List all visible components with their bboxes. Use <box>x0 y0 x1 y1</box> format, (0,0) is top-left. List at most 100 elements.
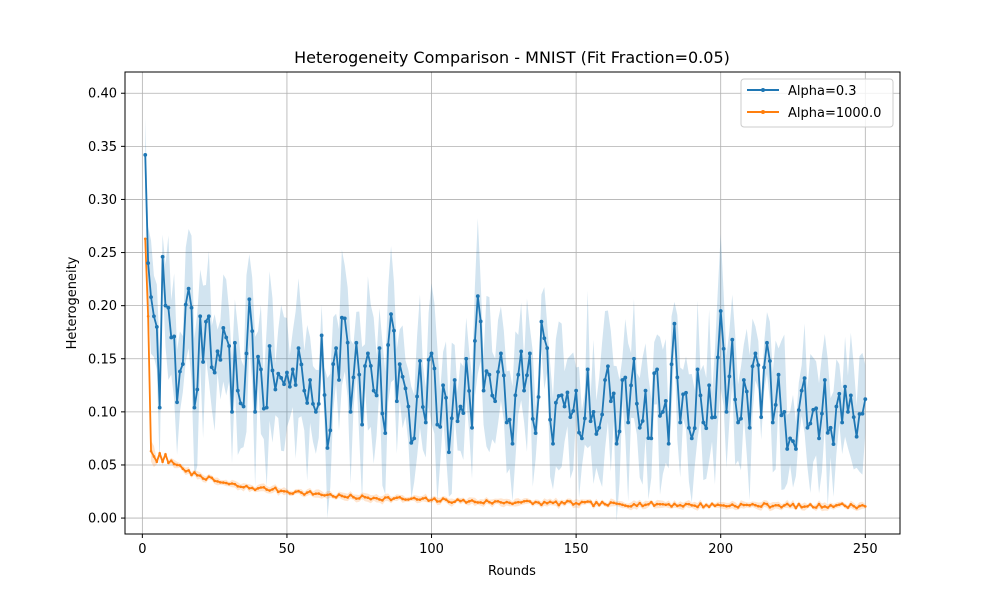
point-alpha-0-3 <box>386 343 391 347</box>
point-alpha-1000 <box>369 497 373 501</box>
point-alpha-0-3 <box>380 411 385 416</box>
point-alpha-1000 <box>499 501 503 504</box>
point-alpha-1000 <box>531 502 535 506</box>
point-alpha-1000 <box>250 486 254 490</box>
point-alpha-0-3 <box>614 441 619 446</box>
point-alpha-1000 <box>346 496 349 499</box>
point-alpha-1000 <box>464 501 468 504</box>
point-alpha-1000 <box>430 498 433 502</box>
point-alpha-0-3 <box>825 430 830 435</box>
point-alpha-1000 <box>673 502 676 506</box>
point-alpha-0-3 <box>467 389 472 393</box>
point-alpha-1000 <box>222 481 225 484</box>
point-alpha-0-3 <box>279 375 284 380</box>
point-alpha-1000 <box>817 502 821 506</box>
point-alpha-1000 <box>797 502 801 506</box>
point-alpha-1000 <box>331 495 335 498</box>
point-alpha-1000 <box>780 506 783 509</box>
point-alpha-1000 <box>314 492 318 495</box>
point-alpha-1000 <box>803 505 806 508</box>
point-alpha-0-3 <box>828 425 833 430</box>
point-alpha-1000 <box>329 493 332 496</box>
point-alpha-1000 <box>742 503 746 507</box>
point-alpha-0-3 <box>232 340 237 345</box>
point-alpha-0-3 <box>689 436 694 441</box>
point-alpha-0-3 <box>204 319 208 324</box>
y-tick-label: 0.05 <box>88 458 117 473</box>
point-alpha-0-3 <box>854 434 859 439</box>
point-alpha-0-3 <box>837 391 842 396</box>
point-alpha-0-3 <box>669 362 674 367</box>
point-alpha-0-3 <box>441 383 445 388</box>
point-alpha-0-3 <box>739 416 743 421</box>
point-alpha-1000 <box>274 486 277 490</box>
point-alpha-0-3 <box>342 316 347 321</box>
point-alpha-0-3 <box>843 384 847 389</box>
y-tick-label: 0.00 <box>88 512 117 527</box>
point-alpha-1000 <box>592 504 595 508</box>
point-alpha-0-3 <box>423 420 428 425</box>
point-alpha-0-3 <box>525 373 529 378</box>
point-alpha-1000 <box>184 470 188 473</box>
point-alpha-0-3 <box>270 368 275 373</box>
point-alpha-1000 <box>629 505 633 508</box>
point-alpha-0-3 <box>568 415 573 420</box>
point-alpha-1000 <box>597 503 601 507</box>
point-alpha-1000 <box>664 503 668 507</box>
y-tick-label: 0.10 <box>88 405 117 420</box>
point-alpha-0-3 <box>371 388 376 393</box>
point-alpha-0-3 <box>551 441 555 446</box>
point-alpha-1000 <box>198 474 202 477</box>
point-alpha-1000 <box>641 504 644 508</box>
point-alpha-1000 <box>554 500 558 504</box>
point-alpha-1000 <box>713 504 717 508</box>
point-alpha-0-3 <box>770 420 775 425</box>
point-alpha-1000 <box>190 473 193 477</box>
point-alpha-1000 <box>733 504 737 508</box>
point-alpha-1000 <box>488 500 491 504</box>
point-alpha-1000 <box>334 496 338 499</box>
point-alpha-0-3 <box>438 425 443 429</box>
y-axis-label: Heterogeneity <box>65 256 80 349</box>
point-alpha-1000 <box>172 462 176 466</box>
point-alpha-0-3 <box>606 364 610 369</box>
point-alpha-1000 <box>861 503 864 507</box>
point-alpha-1000 <box>453 500 456 504</box>
point-alpha-0-3 <box>846 409 850 414</box>
point-alpha-1000 <box>502 501 506 505</box>
point-alpha-0-3 <box>415 394 419 399</box>
point-alpha-0-3 <box>299 362 304 367</box>
point-alpha-1000 <box>702 505 705 509</box>
point-alpha-1000 <box>337 493 341 496</box>
point-alpha-0-3 <box>513 393 518 398</box>
point-alpha-0-3 <box>493 399 498 404</box>
point-alpha-1000 <box>204 478 208 481</box>
point-alpha-0-3 <box>629 383 633 388</box>
point-alpha-1000 <box>693 504 696 507</box>
point-alpha-1000 <box>785 502 789 506</box>
point-alpha-0-3 <box>400 374 405 379</box>
point-alpha-1000 <box>409 497 413 500</box>
point-alpha-1000 <box>791 502 795 506</box>
point-alpha-0-3 <box>730 337 735 342</box>
point-alpha-1000 <box>736 506 740 509</box>
point-alpha-1000 <box>285 490 289 493</box>
point-alpha-0-3 <box>840 420 845 425</box>
point-alpha-0-3 <box>250 329 255 334</box>
point-alpha-0-3 <box>256 354 260 359</box>
point-alpha-1000 <box>187 469 190 472</box>
point-alpha-0-3 <box>562 404 567 409</box>
point-alpha-1000 <box>479 501 482 504</box>
legend-marker-alpha-1000 <box>761 110 765 114</box>
point-alpha-0-3 <box>227 344 232 348</box>
point-alpha-0-3 <box>591 409 596 414</box>
point-alpha-0-3 <box>632 356 636 361</box>
point-alpha-1000 <box>210 476 214 480</box>
point-alpha-0-3 <box>163 303 168 308</box>
point-alpha-1000 <box>563 502 566 505</box>
point-alpha-0-3 <box>695 367 700 372</box>
x-tick-label: 100 <box>419 542 444 557</box>
point-alpha-0-3 <box>366 351 370 356</box>
point-alpha-1000 <box>707 505 711 509</box>
point-alpha-0-3 <box>603 378 607 382</box>
